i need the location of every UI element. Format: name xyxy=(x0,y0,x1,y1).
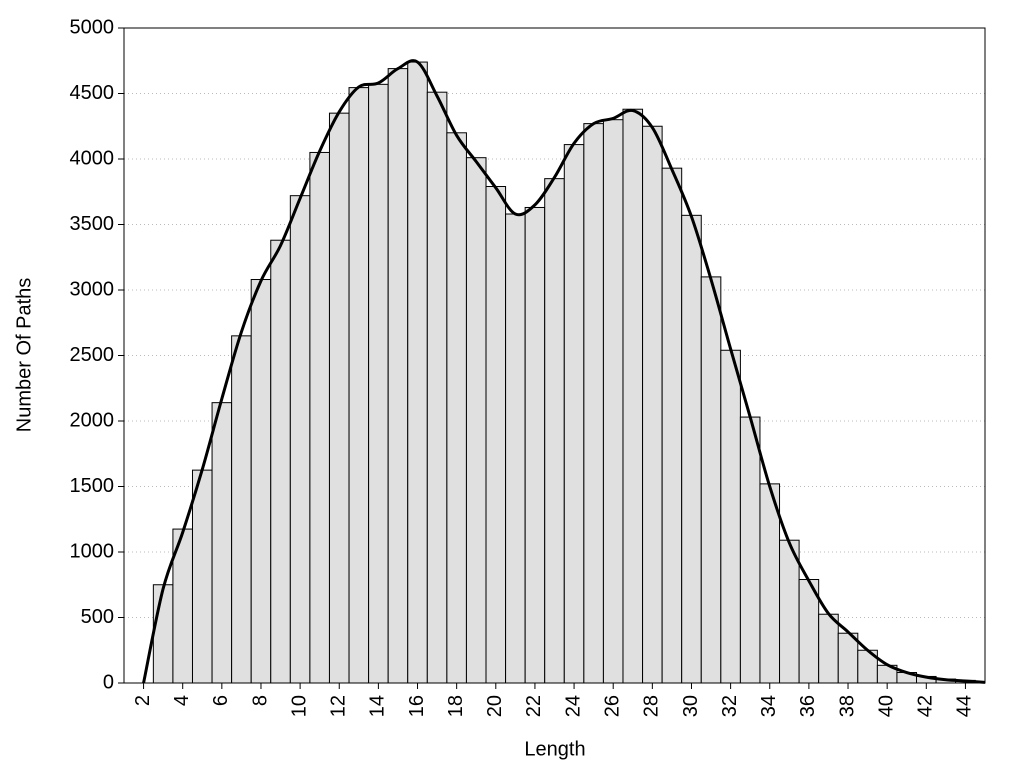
x-tick-label: 38 xyxy=(836,695,858,717)
x-tick-label: 10 xyxy=(288,695,310,717)
x-tick-label: 30 xyxy=(680,695,702,717)
y-tick-label: 2000 xyxy=(70,409,115,431)
x-tick-label: 34 xyxy=(758,695,780,717)
x-tick-label: 32 xyxy=(719,695,741,717)
bar xyxy=(231,335,252,684)
bar xyxy=(505,213,526,684)
bar xyxy=(465,157,487,684)
bar xyxy=(348,87,370,684)
bar xyxy=(700,276,722,684)
y-tick-label: 3500 xyxy=(70,213,115,235)
x-tick-label: 26 xyxy=(601,695,623,717)
bar xyxy=(739,416,761,684)
bar xyxy=(270,239,291,684)
x-tick-label: 14 xyxy=(367,695,389,717)
x-tick-label: 24 xyxy=(562,695,584,717)
bar xyxy=(681,214,702,684)
bar xyxy=(544,178,565,684)
y-axis-label: Number Of Paths xyxy=(13,278,35,433)
y-tick-label: 0 xyxy=(103,671,114,693)
y-tick-label: 5000 xyxy=(70,16,115,38)
bar xyxy=(289,195,311,684)
y-tick-label: 1000 xyxy=(70,540,115,562)
bar xyxy=(387,68,409,684)
plot-frame xyxy=(123,27,986,684)
y-tick-label: 1500 xyxy=(70,475,115,497)
y-tick-label: 4500 xyxy=(70,82,115,104)
bar xyxy=(446,132,467,684)
x-tick-label: 18 xyxy=(445,695,467,717)
bar xyxy=(818,613,839,684)
y-tick-label: 2500 xyxy=(70,344,115,366)
y-tick-label: 3000 xyxy=(70,278,115,300)
x-axis-label: Length xyxy=(524,738,585,760)
x-tick-label: 22 xyxy=(523,695,545,717)
x-tick-label: 2 xyxy=(132,695,154,706)
bar xyxy=(524,206,546,684)
bar xyxy=(583,123,604,684)
x-tick-label: 12 xyxy=(328,695,350,717)
bar xyxy=(602,119,624,684)
x-tick-label: 40 xyxy=(875,695,897,717)
x-tick-label: 42 xyxy=(915,695,937,717)
trend-line xyxy=(142,59,986,684)
bar xyxy=(485,186,507,684)
y-tick-label: 4000 xyxy=(70,147,115,169)
bar xyxy=(759,483,781,684)
bar xyxy=(426,91,448,684)
x-tick-label: 28 xyxy=(641,695,663,717)
bar xyxy=(368,83,389,684)
bar xyxy=(837,632,859,684)
bar xyxy=(642,125,663,684)
bar xyxy=(309,151,330,684)
bar xyxy=(563,144,585,684)
bar xyxy=(191,469,213,684)
x-tick-label: 20 xyxy=(484,695,506,717)
x-tick-label: 4 xyxy=(171,695,193,706)
bar xyxy=(250,279,272,684)
x-tick-label: 8 xyxy=(249,695,271,706)
bar xyxy=(720,349,741,684)
x-tick-label: 44 xyxy=(954,695,976,717)
bar xyxy=(328,112,350,684)
bar xyxy=(622,108,644,684)
x-tick-label: 36 xyxy=(797,695,819,717)
bar xyxy=(407,61,428,684)
y-tick-label: 500 xyxy=(81,606,114,628)
bar xyxy=(779,539,800,684)
bar xyxy=(661,167,683,684)
x-tick-label: 6 xyxy=(210,695,232,706)
x-tick-label: 16 xyxy=(406,695,428,717)
bar xyxy=(152,584,174,684)
bar xyxy=(211,402,233,684)
